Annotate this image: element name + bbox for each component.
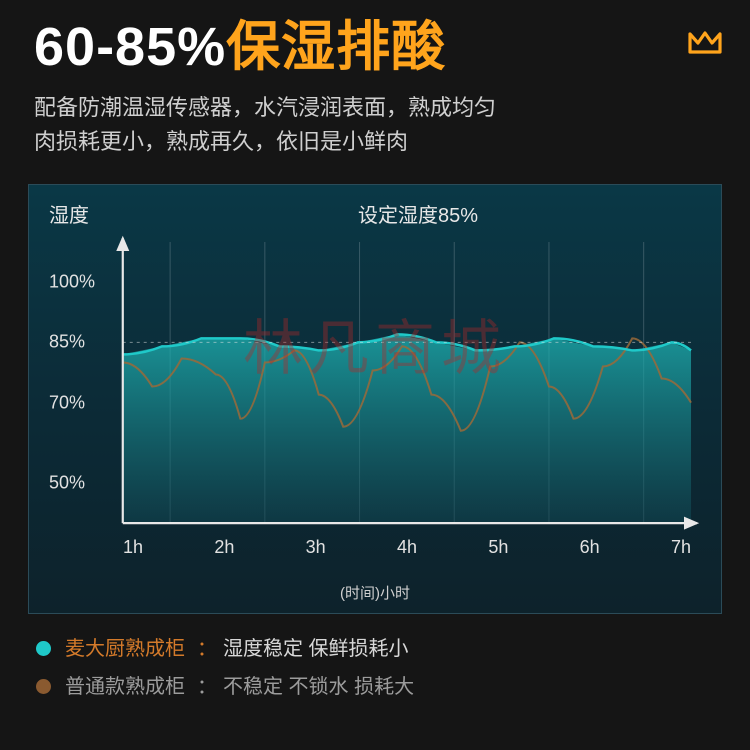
x-tick: 4h xyxy=(397,537,417,558)
brand-logo-icon xyxy=(688,28,722,61)
legend-desc: 湿度稳定 保鲜损耗小 xyxy=(223,630,409,668)
x-tick: 3h xyxy=(306,537,326,558)
legend-name: 麦大厨熟成柜 xyxy=(65,630,185,668)
subtitle-block: 配备防潮温湿传感器，水汽浸润表面，熟成均匀 肉损耗更小，熟成再久，依旧是小鲜肉 xyxy=(0,87,750,159)
title-percent: 60-85% xyxy=(34,17,226,77)
legend: 麦大厨熟成柜 ： 湿度稳定 保鲜损耗小 普通款熟成柜 ： 不稳定 不锁水 损耗大 xyxy=(36,630,714,706)
y-axis-label: 湿度 xyxy=(49,199,135,228)
legend-dot-icon xyxy=(36,641,51,656)
x-tick: 1h xyxy=(123,537,143,558)
title-cn: 保湿排酸 xyxy=(226,17,446,77)
x-tick: 2h xyxy=(214,537,234,558)
legend-dot-icon xyxy=(36,679,51,694)
humidity-chart: 湿度 设定湿度85% 100%85%70%50% 1h2h3h4h5h6h7h … xyxy=(28,184,722,614)
legend-desc: 不稳定 不锁水 损耗大 xyxy=(223,668,414,706)
plot-area: 100%85%70%50% 1h2h3h4h5h6h7h xyxy=(49,234,701,554)
legend-name: 普通款熟成柜 xyxy=(65,668,185,706)
subtitle-line2: 肉损耗更小，熟成再久，依旧是小鲜肉 xyxy=(34,125,716,159)
x-tick: 5h xyxy=(488,537,508,558)
page-title: 60-85%保湿排酸 xyxy=(34,18,716,77)
x-axis-title: (时间)小时 xyxy=(49,582,701,603)
y-tick: 85% xyxy=(49,332,85,353)
y-tick: 70% xyxy=(49,392,85,413)
y-tick: 100% xyxy=(49,271,95,292)
x-ticks: 1h 2h 3h 4h 5h 6h 7h xyxy=(123,537,691,558)
legend-row-secondary: 普通款熟成柜 ： 不稳定 不锁水 损耗大 xyxy=(36,668,714,706)
subtitle-line1: 配备防潮温湿传感器，水汽浸润表面，熟成均匀 xyxy=(34,91,716,125)
y-tick: 50% xyxy=(49,473,85,494)
chart-title: 设定湿度85% xyxy=(135,199,701,228)
x-tick: 6h xyxy=(580,537,600,558)
legend-row-primary: 麦大厨熟成柜 ： 湿度稳定 保鲜损耗小 xyxy=(36,630,714,668)
x-tick: 7h xyxy=(671,537,691,558)
